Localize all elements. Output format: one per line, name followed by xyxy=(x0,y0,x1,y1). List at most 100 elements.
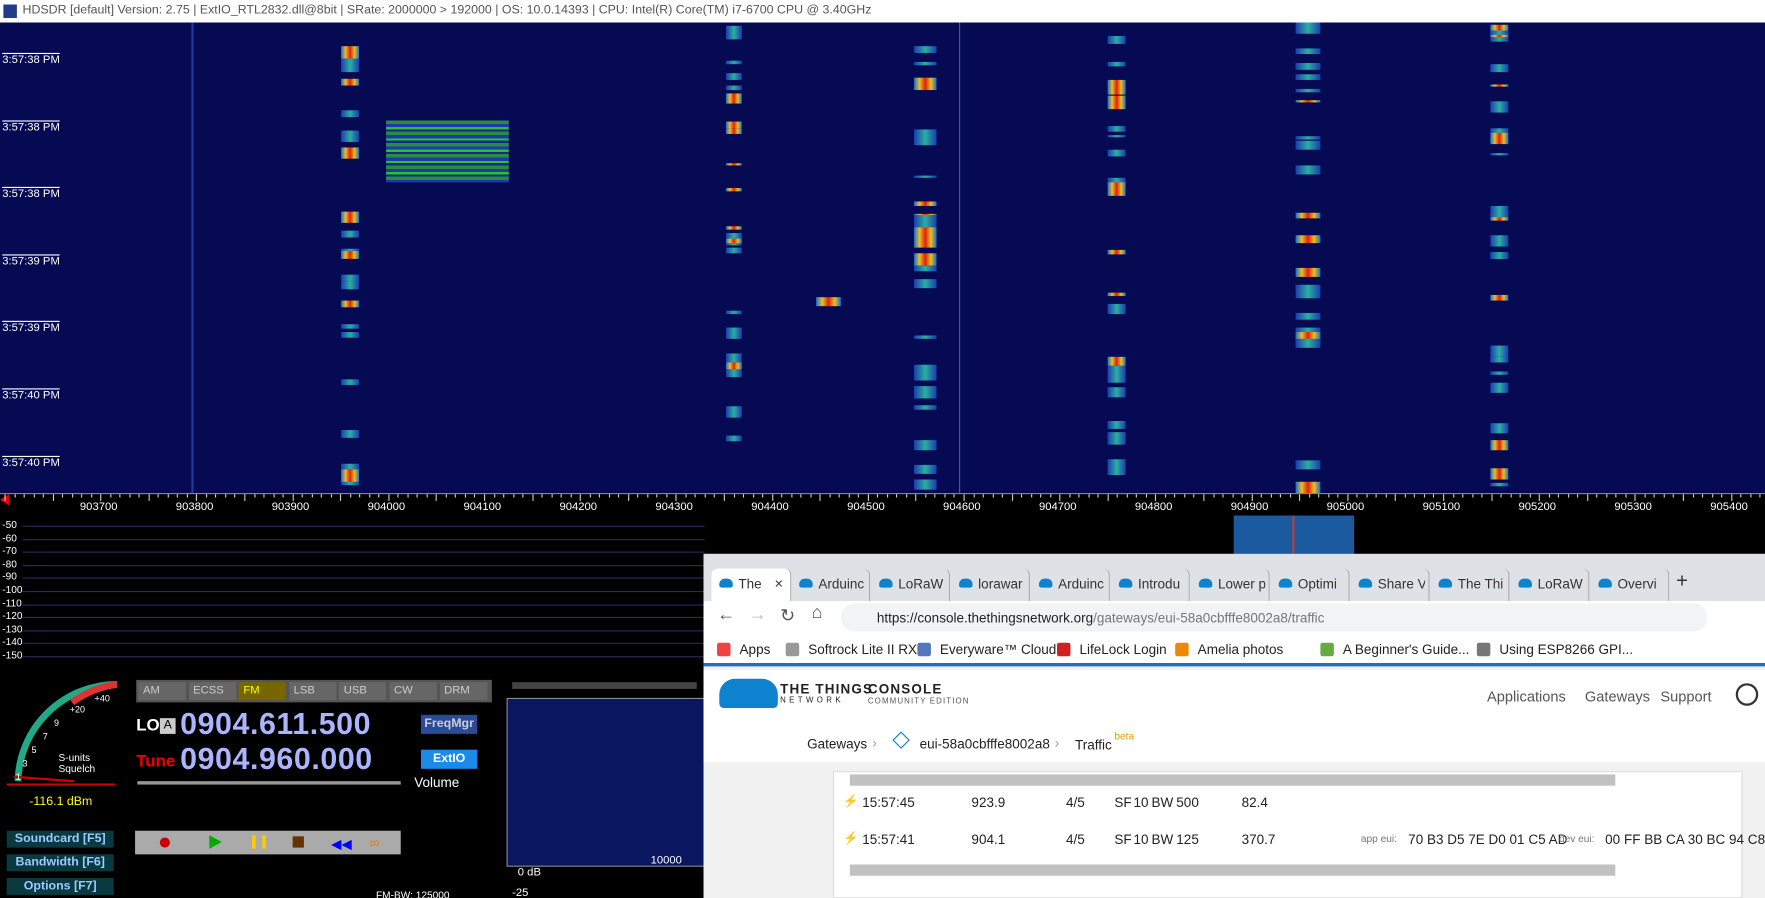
browser-tab[interactable]: Introdu xyxy=(1111,568,1190,602)
loop-button[interactable]: ∞ xyxy=(369,834,380,851)
tick xyxy=(762,494,764,498)
browser-tab[interactable]: Arduinc xyxy=(1031,568,1110,602)
browser-window: + The × Arduinc LoRaW lorawar Arduinc Introdu L… xyxy=(703,553,1765,898)
signal-trace xyxy=(341,300,360,308)
mode-button[interactable]: FM xyxy=(238,682,287,701)
af-sliders[interactable] xyxy=(512,682,697,689)
browser-tab[interactable]: Lower p xyxy=(1191,568,1270,602)
bookmark-icon xyxy=(717,642,731,657)
play-button[interactable] xyxy=(209,835,222,849)
signal-trace xyxy=(726,226,742,230)
app-icon xyxy=(3,4,17,19)
tab-title: Introdu xyxy=(1138,576,1181,593)
tick xyxy=(800,494,802,498)
volume-slider[interactable] xyxy=(137,781,401,785)
crumb: Traffic xyxy=(1074,737,1112,754)
squelch-slider[interactable] xyxy=(6,783,115,786)
frequency-label: 905200 xyxy=(1518,500,1557,514)
rewind-button[interactable]: ◀◀ xyxy=(330,836,352,853)
back-button[interactable]: ← xyxy=(717,605,736,625)
tick xyxy=(4,494,6,501)
side-button[interactable]: Options [F7] xyxy=(6,877,114,895)
mode-button[interactable]: USB xyxy=(339,682,387,701)
address-bar[interactable]: https://console.thethingsnetwork.org/gat… xyxy=(840,603,1708,632)
bookmark-icon xyxy=(1476,642,1491,657)
bookmark[interactable]: LifeLock Login xyxy=(1079,641,1167,658)
cell: 4/5 xyxy=(1065,794,1085,811)
mode-button[interactable]: CW xyxy=(389,682,437,701)
browser-tab[interactable]: The × xyxy=(711,568,792,602)
nav-link[interactable]: Support xyxy=(1660,687,1712,705)
grid-line xyxy=(22,564,705,566)
tick xyxy=(905,494,908,498)
bookmark[interactable]: Using ESP8266 GPI... xyxy=(1499,641,1634,658)
tick xyxy=(896,494,898,498)
browser-tab[interactable]: lorawar xyxy=(951,568,1030,602)
browser-tab[interactable]: The Thi xyxy=(1431,568,1510,602)
browser-tab[interactable]: Optimi xyxy=(1271,568,1350,602)
pause-button[interactable] xyxy=(252,835,266,849)
bookmark[interactable]: Apps xyxy=(739,641,771,658)
tick xyxy=(244,494,246,501)
mode-button[interactable]: AM xyxy=(138,682,186,701)
browser-tab[interactable]: LoRaW xyxy=(871,568,951,602)
signal-trace xyxy=(341,463,360,470)
tick xyxy=(1721,494,1723,498)
tune-frequency[interactable]: 0904.960.000 xyxy=(180,741,373,776)
crumb[interactable]: Gateways xyxy=(807,736,868,752)
bookmark[interactable]: Everyware™ Cloud xyxy=(939,641,1057,658)
home-button[interactable]: ⌂ xyxy=(811,603,823,623)
mode-button[interactable]: DRM xyxy=(439,682,487,701)
tick xyxy=(1682,494,1684,501)
url-path: /gateways/eui-58a0cbfffe8002a8/traffic xyxy=(1093,610,1325,626)
signal-trace xyxy=(1295,313,1321,320)
nav-link[interactable]: Applications xyxy=(1486,687,1566,705)
extio-button[interactable]: ExtIO xyxy=(420,749,478,769)
crumb[interactable]: eui-58a0cbfffe8002a8 xyxy=(919,736,1050,752)
bookmark[interactable]: Amelia photos xyxy=(1197,641,1284,658)
tick xyxy=(234,494,236,498)
vfo-button[interactable]: A xyxy=(159,718,176,734)
nav-link[interactable]: Gateways xyxy=(1584,687,1650,705)
tab-title: Arduinc xyxy=(1058,576,1104,593)
new-tab-button[interactable]: + xyxy=(1676,569,1688,593)
tick xyxy=(1740,494,1742,498)
mode-button[interactable]: ECSS xyxy=(188,682,236,701)
meter-scale: 5 xyxy=(31,745,37,756)
side-button[interactable]: Bandwidth [F6] xyxy=(6,854,114,872)
reload-button[interactable]: ↻ xyxy=(780,606,796,626)
timestamp: 3:57:38 PM xyxy=(2,187,60,201)
tick xyxy=(1654,494,1656,498)
freqmgr-button[interactable]: FreqMgr xyxy=(420,714,478,734)
bookmark[interactable]: Softrock Lite II RX xyxy=(808,641,918,658)
signal-trace xyxy=(341,78,360,86)
frequency-axis: 903700 903800 903900 904000 904100 904200 9043… xyxy=(0,493,1765,516)
tick xyxy=(1433,494,1435,498)
tick xyxy=(1289,494,1291,498)
side-button[interactable]: Soundcard [F5] xyxy=(6,830,114,848)
signal-trace xyxy=(1490,345,1509,357)
avatar[interactable] xyxy=(1735,683,1759,706)
scrollbar[interactable] xyxy=(849,774,1616,786)
tick xyxy=(1347,494,1349,501)
browser-tab[interactable]: Share V xyxy=(1351,568,1430,602)
lo-frequency[interactable]: 0904.611.500 xyxy=(180,706,372,741)
mode-button[interactable]: LSB xyxy=(289,682,337,701)
stop-button[interactable] xyxy=(292,836,304,848)
tick xyxy=(1644,494,1646,498)
browser-tab[interactable]: Arduinc xyxy=(791,568,871,602)
signal-trace xyxy=(1295,481,1321,494)
tab-close[interactable]: × xyxy=(774,575,783,593)
signal-trace xyxy=(914,368,937,380)
frequency-label: 904300 xyxy=(655,500,693,514)
browser-tab[interactable]: Overvi xyxy=(1591,568,1670,602)
record-button[interactable] xyxy=(159,837,170,848)
signal-trace xyxy=(726,436,742,442)
bookmark[interactable]: A Beginner's Guide... xyxy=(1342,641,1470,658)
forward-button[interactable]: → xyxy=(748,605,767,625)
scrollbar[interactable] xyxy=(849,864,1616,876)
browser-tab[interactable]: LoRaW xyxy=(1511,568,1590,602)
tick xyxy=(1519,494,1521,498)
signal-trace xyxy=(1107,62,1126,67)
